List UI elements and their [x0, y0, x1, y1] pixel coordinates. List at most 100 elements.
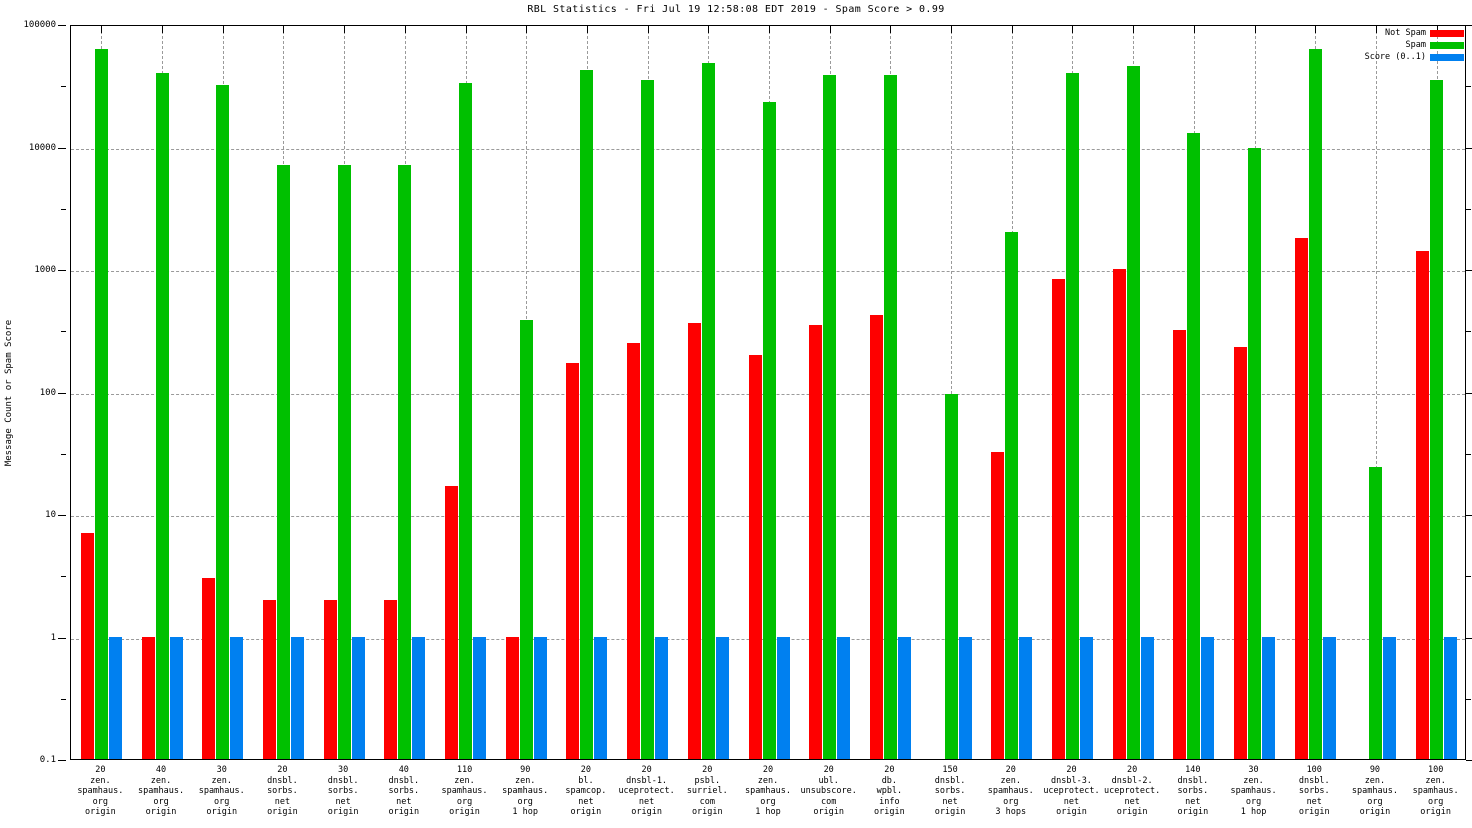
bar-spam[interactable]: [1005, 232, 1019, 759]
bar-notspam[interactable]: [1294, 237, 1308, 759]
x-axis-label: 20 psbl. surriel. com origin: [686, 765, 728, 817]
bar-spam[interactable]: [1308, 49, 1322, 759]
bar-spam[interactable]: [216, 84, 230, 759]
bar-score[interactable]: [1262, 636, 1276, 759]
bar-spam[interactable]: [337, 165, 351, 759]
bar-notspam[interactable]: [1173, 329, 1187, 759]
bar-notspam[interactable]: [566, 363, 580, 759]
x-tick-mark: [890, 26, 892, 33]
bar-spam[interactable]: [883, 75, 897, 759]
y-minor-tick: [61, 453, 66, 455]
x-tick-mark: [465, 26, 467, 33]
bar-notspam[interactable]: [869, 315, 883, 759]
legend-item-score[interactable]: Score (0..1): [1365, 52, 1464, 62]
bar-score[interactable]: [1019, 636, 1033, 759]
bar-spam[interactable]: [1369, 467, 1383, 759]
bar-spam[interactable]: [276, 165, 290, 759]
bar-notspam[interactable]: [991, 452, 1005, 759]
bar-spam[interactable]: [398, 165, 412, 759]
bar-spam[interactable]: [823, 75, 837, 759]
bar-spam[interactable]: [459, 82, 473, 759]
bar-spam[interactable]: [519, 320, 533, 759]
bar-spam[interactable]: [1430, 79, 1444, 759]
y-tick-mark: [58, 25, 66, 26]
y-tick-label: 10: [45, 510, 56, 520]
bar-notspam[interactable]: [323, 599, 337, 759]
bar-notspam[interactable]: [445, 485, 459, 759]
legend-swatch-not-spam: [1430, 29, 1464, 37]
bar-score[interactable]: [108, 636, 122, 759]
bar-notspam[interactable]: [384, 599, 398, 759]
bar-score[interactable]: [1079, 636, 1093, 759]
bar-notspam[interactable]: [627, 342, 641, 759]
bar-score[interactable]: [655, 636, 669, 759]
bar-notspam[interactable]: [1051, 278, 1065, 759]
bar-notspam[interactable]: [202, 578, 216, 759]
x-axis-label: 30 dnsbl. sorbs. net origin: [327, 765, 359, 817]
y-tick-mark-right: [1466, 147, 1472, 149]
bar-score[interactable]: [230, 636, 244, 759]
bar-spam[interactable]: [1248, 147, 1262, 759]
bar-score[interactable]: [351, 636, 365, 759]
y-axis-ticks: 100000 10000 1000 100 10 1 0.1: [0, 20, 66, 765]
plot-area: [70, 25, 1466, 760]
bar-score[interactable]: [837, 636, 851, 759]
x-axis-labels: 20 zen. spamhaus. org origin 40 zen. spam…: [70, 765, 1466, 825]
bar-score[interactable]: [594, 636, 608, 759]
bar-spam[interactable]: [1065, 72, 1079, 759]
x-axis-label: 20 dnsbl-3. uceprotect. net origin: [1043, 765, 1100, 817]
legend-item-spam[interactable]: Spam: [1406, 40, 1464, 50]
y-tick-label: 10000: [28, 142, 56, 153]
bar-score[interactable]: [1201, 636, 1215, 759]
bar-spam[interactable]: [580, 70, 594, 759]
bar-spam[interactable]: [762, 102, 776, 759]
bar-notspam[interactable]: [687, 323, 701, 759]
bar-score[interactable]: [533, 636, 547, 759]
bar-score[interactable]: [1383, 636, 1397, 759]
bar-notspam[interactable]: [1416, 251, 1430, 759]
x-tick-mark: [1072, 26, 1074, 33]
x-axis-label: 20 dnsbl-2. uceprotect. net origin: [1104, 765, 1161, 817]
bar-score[interactable]: [715, 636, 729, 759]
x-tick-mark: [162, 26, 164, 33]
bar-spam[interactable]: [94, 49, 108, 759]
x-tick-mark: [101, 26, 103, 33]
bar-notspam[interactable]: [1234, 347, 1248, 759]
bar-notspam[interactable]: [141, 636, 155, 759]
bar-spam[interactable]: [1126, 66, 1140, 759]
bar-notspam[interactable]: [809, 324, 823, 759]
bar-notspam[interactable]: [505, 636, 519, 759]
bar-score[interactable]: [473, 636, 487, 759]
bar-notspam[interactable]: [262, 599, 276, 759]
bar-spam[interactable]: [944, 394, 958, 759]
bar-notspam[interactable]: [80, 532, 94, 759]
y-minor-tick-right: [1466, 698, 1471, 700]
legend-label-not-spam: Not Spam: [1385, 28, 1426, 38]
y-tick-label: 100: [39, 387, 56, 398]
bar-score[interactable]: [169, 636, 183, 759]
bar-spam[interactable]: [701, 63, 715, 759]
legend-swatch-spam: [1430, 41, 1464, 49]
bar-score[interactable]: [897, 636, 911, 759]
x-tick-mark: [769, 26, 770, 33]
y-minor-tick-right: [1466, 86, 1471, 88]
bar-score[interactable]: [1322, 636, 1336, 759]
bar-spam[interactable]: [1187, 132, 1201, 759]
x-axis-label: 20 dnsbl-1. uceprotect. net origin: [618, 765, 675, 817]
x-axis-label: 30 zen. spamhaus. org origin: [198, 765, 245, 817]
legend-item-not-spam[interactable]: Not Spam: [1385, 28, 1464, 38]
bar-spam[interactable]: [155, 72, 169, 759]
y-tick-mark: [58, 637, 66, 639]
x-tick-mark: [1315, 26, 1317, 33]
x-tick-mark: [344, 26, 346, 33]
bar-spam[interactable]: [641, 79, 655, 759]
bar-score[interactable]: [1140, 636, 1154, 759]
bar-score[interactable]: [412, 636, 426, 759]
x-axis-label: 140 dnsbl. sorbs. net origin: [1177, 765, 1209, 817]
bar-notspam[interactable]: [748, 354, 762, 759]
bar-score[interactable]: [776, 636, 790, 759]
bar-score[interactable]: [958, 636, 972, 759]
bar-score[interactable]: [290, 636, 304, 759]
bar-notspam[interactable]: [1112, 269, 1126, 759]
bar-score[interactable]: [1444, 636, 1458, 759]
